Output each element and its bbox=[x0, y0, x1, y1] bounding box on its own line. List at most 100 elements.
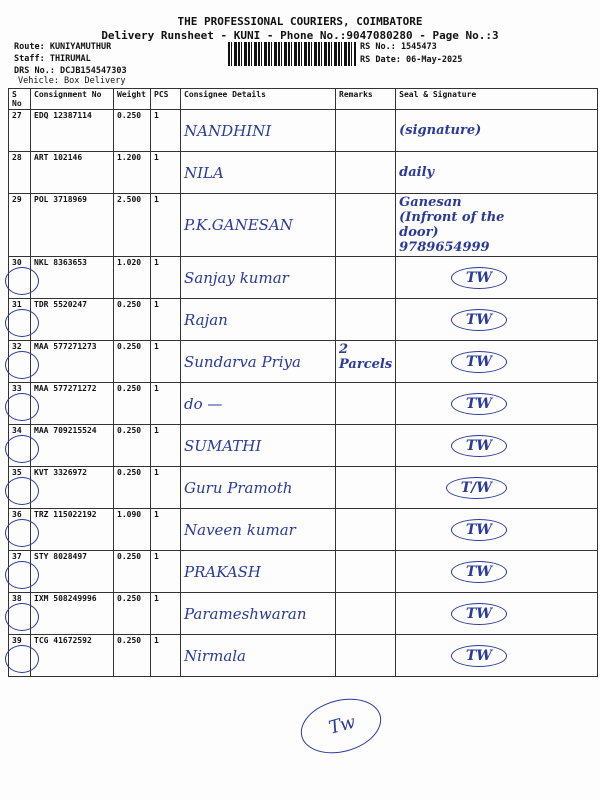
consignee-details-text: Rajan bbox=[184, 310, 228, 329]
consignee-details-text: NANDHINI bbox=[184, 121, 272, 140]
consignment-number: POL 3718969 bbox=[30, 193, 114, 257]
serial-number: 31 bbox=[5, 298, 39, 341]
consignment-number: TRZ 115022192 bbox=[30, 508, 114, 551]
consignee-details: Nirmala bbox=[180, 634, 336, 677]
circle-mark bbox=[5, 351, 39, 379]
seal-signature-text: TW bbox=[450, 518, 507, 541]
table-row: 31 TDR 5520247 0.250 1 Rajan TW bbox=[5, 298, 598, 341]
weight-text: 0.250 bbox=[117, 111, 142, 120]
column-header: Consignee Details bbox=[180, 88, 336, 110]
seal-signature: TW bbox=[395, 508, 598, 551]
consignee-details-text: Parameshwaran bbox=[184, 604, 307, 623]
serial-number: 28 bbox=[8, 151, 31, 194]
serial-number: 39 bbox=[5, 634, 39, 677]
seal-signature: TW bbox=[395, 298, 598, 341]
circle-mark bbox=[5, 603, 39, 631]
serial-number: 33 bbox=[5, 382, 39, 425]
remarks bbox=[334, 550, 397, 593]
remarks bbox=[334, 382, 397, 425]
table-row: 33 MAA 577271272 0.250 1 do — TW bbox=[5, 382, 598, 425]
seal-signature: Ganesan (Infront of the door) 9789654999 bbox=[395, 193, 598, 257]
weight: 0.250 bbox=[113, 298, 151, 341]
barcode bbox=[228, 42, 356, 66]
pieces: 1 bbox=[150, 340, 181, 383]
consignment-number-text: TRZ 115022192 bbox=[34, 510, 97, 519]
rs-date: RS Date: 06-May-2025 bbox=[360, 55, 463, 65]
consignment-number: ART 102146 bbox=[30, 151, 114, 194]
weight: 0.250 bbox=[113, 109, 151, 152]
remarks bbox=[334, 298, 397, 341]
serial-number: 37 bbox=[5, 550, 39, 593]
table-row: 38 IXM 508249996 0.250 1 Parameshwaran TW bbox=[5, 592, 598, 635]
consignee-details-text: PRAKASH bbox=[184, 562, 262, 581]
consignee-details: Parameshwaran bbox=[180, 592, 336, 635]
serial-number: 32 bbox=[5, 340, 39, 383]
remarks bbox=[334, 193, 397, 257]
serial-number: 30 bbox=[5, 256, 39, 299]
consignment-number: NKL 8363653 bbox=[30, 256, 114, 299]
seal-signature: TW bbox=[395, 256, 598, 299]
weight-text: 0.250 bbox=[117, 426, 142, 435]
column-header: Remarks bbox=[334, 88, 397, 110]
consignment-number-text: POL 3718969 bbox=[34, 195, 87, 204]
remarks bbox=[334, 424, 397, 467]
serial-number: 34 bbox=[5, 424, 39, 467]
circle-mark bbox=[5, 309, 39, 337]
serial-number-text: 34 bbox=[12, 426, 22, 435]
remarks bbox=[334, 634, 397, 677]
seal-signature-text: (signature) bbox=[399, 123, 482, 138]
circle-mark bbox=[5, 435, 39, 463]
seal-signature: TW bbox=[395, 382, 598, 425]
pieces-text: 1 bbox=[154, 153, 159, 162]
weight: 0.250 bbox=[113, 634, 151, 677]
runsheet-table: S No Consignment No Weight PCS Consignee Det… bbox=[5, 88, 598, 677]
consignment-number: MAA 577271272 bbox=[30, 382, 114, 425]
weight-text: 1.020 bbox=[117, 258, 142, 267]
consignee-details: Sanjay kumar bbox=[180, 256, 336, 299]
seal-signature-text: TW bbox=[450, 392, 507, 415]
consignment-number: KVT 3326972 bbox=[30, 466, 114, 509]
serial-number-text: 32 bbox=[12, 342, 22, 351]
weight-text: 1.090 bbox=[117, 510, 142, 519]
serial-number-text: 29 bbox=[12, 195, 22, 204]
consignment-number-text: MAA 577271273 bbox=[34, 342, 97, 351]
seal-signature-text: TW bbox=[450, 644, 507, 667]
consignee-details-text: Nirmala bbox=[184, 646, 246, 665]
consignment-number: IXM 508249996 bbox=[30, 592, 114, 635]
remarks bbox=[334, 256, 397, 299]
weight: 2.500 bbox=[113, 193, 151, 257]
serial-number-text: 28 bbox=[12, 153, 22, 162]
column-header: S No bbox=[8, 88, 31, 110]
pieces-text: 1 bbox=[154, 636, 159, 645]
circle-mark bbox=[5, 561, 39, 589]
drs-number: DRS No.: DCJB154547303 bbox=[14, 66, 127, 76]
seal-signature-text: daily bbox=[399, 165, 435, 180]
seal-signature: (signature) bbox=[395, 109, 598, 152]
seal-signature: TW bbox=[395, 592, 598, 635]
consignee-details: Sundarva Priya bbox=[180, 340, 336, 383]
serial-number-text: 30 bbox=[12, 258, 22, 267]
seal-signature-text: TW bbox=[450, 602, 507, 625]
weight-text: 0.250 bbox=[117, 468, 142, 477]
table-row: 27 EDQ 12387114 0.250 1 NANDHINI (signature) bbox=[8, 109, 598, 152]
serial-number-text: 31 bbox=[12, 300, 22, 309]
consignee-details: P.K.GANESAN bbox=[180, 193, 336, 257]
remarks bbox=[334, 151, 397, 194]
weight-text: 0.250 bbox=[117, 552, 142, 561]
consignee-details-text: P.K.GANESAN bbox=[184, 216, 293, 234]
consignee-details: PRAKASH bbox=[180, 550, 336, 593]
consignee-details-text: Sanjay kumar bbox=[184, 268, 289, 287]
weight: 1.020 bbox=[113, 256, 151, 299]
remarks bbox=[334, 508, 397, 551]
consignee-details: do — bbox=[180, 382, 336, 425]
weight: 0.250 bbox=[113, 550, 151, 593]
consignment-number: EDQ 12387114 bbox=[30, 109, 114, 152]
seal-signature-text: TW bbox=[450, 308, 507, 331]
consignee-details-text: Guru Pramoth bbox=[184, 478, 293, 497]
pieces-text: 1 bbox=[154, 111, 159, 120]
runsheet-subtitle: Delivery Runsheet - KUNI - Phone No.:904… bbox=[101, 29, 499, 42]
remarks bbox=[334, 109, 397, 152]
route: Route: KUNIYAMUTHUR bbox=[14, 42, 112, 52]
consignee-details-text: Sundarva Priya bbox=[184, 352, 301, 371]
pieces-text: 1 bbox=[154, 468, 159, 477]
